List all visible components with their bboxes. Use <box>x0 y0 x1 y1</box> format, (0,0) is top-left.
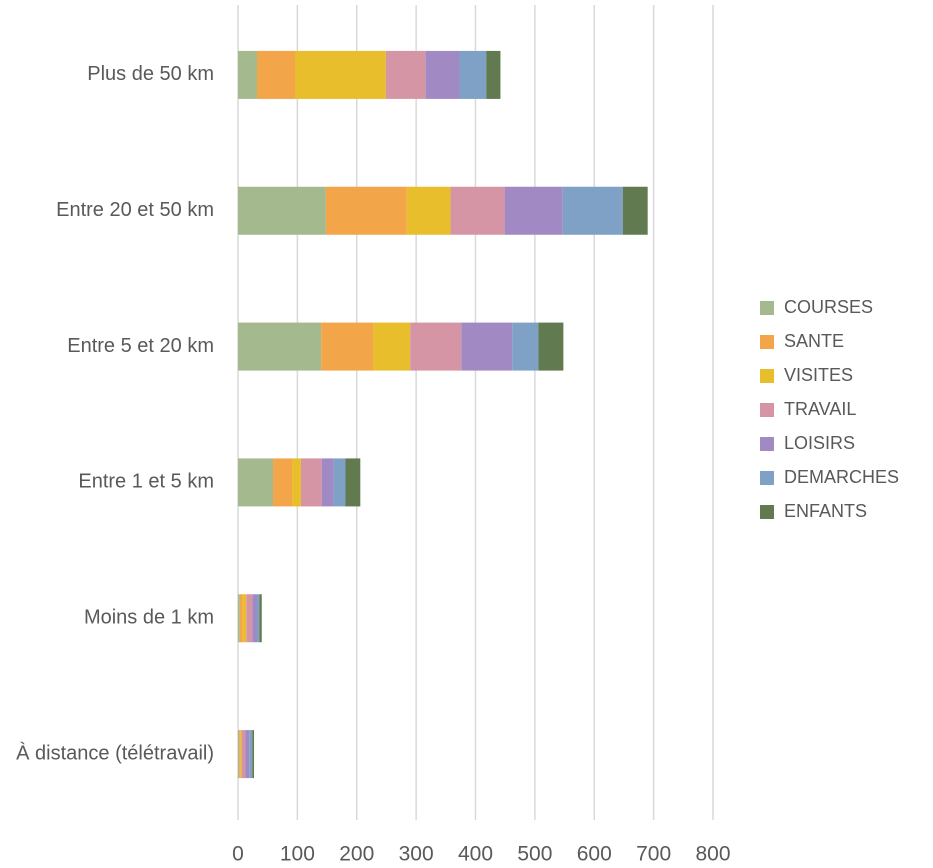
bar-segment <box>461 322 513 371</box>
bar-segment <box>240 730 242 779</box>
bar-segment <box>249 730 253 779</box>
bar-segment <box>333 458 346 507</box>
y-tick-label: Entre 20 et 50 km <box>56 199 214 221</box>
legend-swatch <box>760 301 774 315</box>
bar-segment <box>238 322 322 371</box>
x-tick-label: 300 <box>399 843 434 866</box>
bar-segment <box>238 50 257 99</box>
bar-segment <box>300 458 322 507</box>
bar-segment <box>242 594 247 643</box>
bar-segment <box>238 594 240 643</box>
bar-segment <box>345 458 361 507</box>
legend-label: SANTE <box>784 331 844 351</box>
legend-label: LOISIRS <box>784 433 855 453</box>
y-tick-label: Entre 1 et 5 km <box>78 471 214 493</box>
legend-swatch <box>760 505 774 519</box>
legend-swatch <box>760 369 774 383</box>
bar-segment <box>257 50 295 99</box>
legend-label: COURSES <box>784 297 873 317</box>
bar-segment <box>238 186 326 235</box>
bar-segment <box>252 594 257 643</box>
bar-segment <box>295 50 386 99</box>
bar-segment <box>459 50 487 99</box>
legend-swatch <box>760 437 774 451</box>
bar-segment <box>622 186 648 235</box>
x-tick-label: 200 <box>339 843 374 866</box>
x-tick-label: 100 <box>280 843 315 866</box>
bar-segment <box>321 458 334 507</box>
y-tick-label: Plus de 50 km <box>87 63 214 85</box>
bar-segment <box>538 322 564 371</box>
bar-segment <box>257 594 260 643</box>
legend-label: DEMARCHES <box>784 467 899 487</box>
bar-segment <box>238 458 274 507</box>
legend-label: TRAVAIL <box>784 399 856 419</box>
x-tick-label: 500 <box>517 843 552 866</box>
bar-segment <box>252 730 255 779</box>
x-tick-label: 400 <box>458 843 493 866</box>
x-tick-label: 600 <box>577 843 612 866</box>
bar-segment <box>512 322 539 371</box>
bar-segment <box>406 186 451 235</box>
bar-segment <box>504 186 563 235</box>
bar-segment <box>292 458 301 507</box>
bar-segment <box>246 594 253 643</box>
bar-segment <box>325 186 407 235</box>
bar-segment <box>562 186 623 235</box>
bar-segment <box>273 458 293 507</box>
y-tick-label: À distance (télétravail) <box>16 741 214 764</box>
x-tick-label: 0 <box>232 843 244 866</box>
y-tick-label: Entre 5 et 20 km <box>67 335 214 357</box>
bar-segment <box>238 730 240 779</box>
bar-segment <box>239 730 241 779</box>
bar-segment <box>486 50 501 99</box>
bar-segment <box>241 730 246 779</box>
bar-segment <box>385 50 426 99</box>
bar-segment <box>425 50 460 99</box>
legend-label: ENFANTS <box>784 501 867 521</box>
bar-segment <box>239 594 243 643</box>
bar-segment <box>410 322 462 371</box>
y-tick-label: Moins de 1 km <box>84 607 214 629</box>
bar-segment <box>245 730 250 779</box>
bar-segment <box>450 186 505 235</box>
legend-swatch <box>760 471 774 485</box>
x-tick-label: 800 <box>695 843 730 866</box>
legend-swatch <box>760 335 774 349</box>
bar-segment <box>373 322 411 371</box>
legend-label: VISITES <box>784 365 853 385</box>
x-tick-label: 700 <box>636 843 671 866</box>
bar-segment <box>259 594 262 643</box>
legend-swatch <box>760 403 774 417</box>
bar-segment <box>321 322 374 371</box>
